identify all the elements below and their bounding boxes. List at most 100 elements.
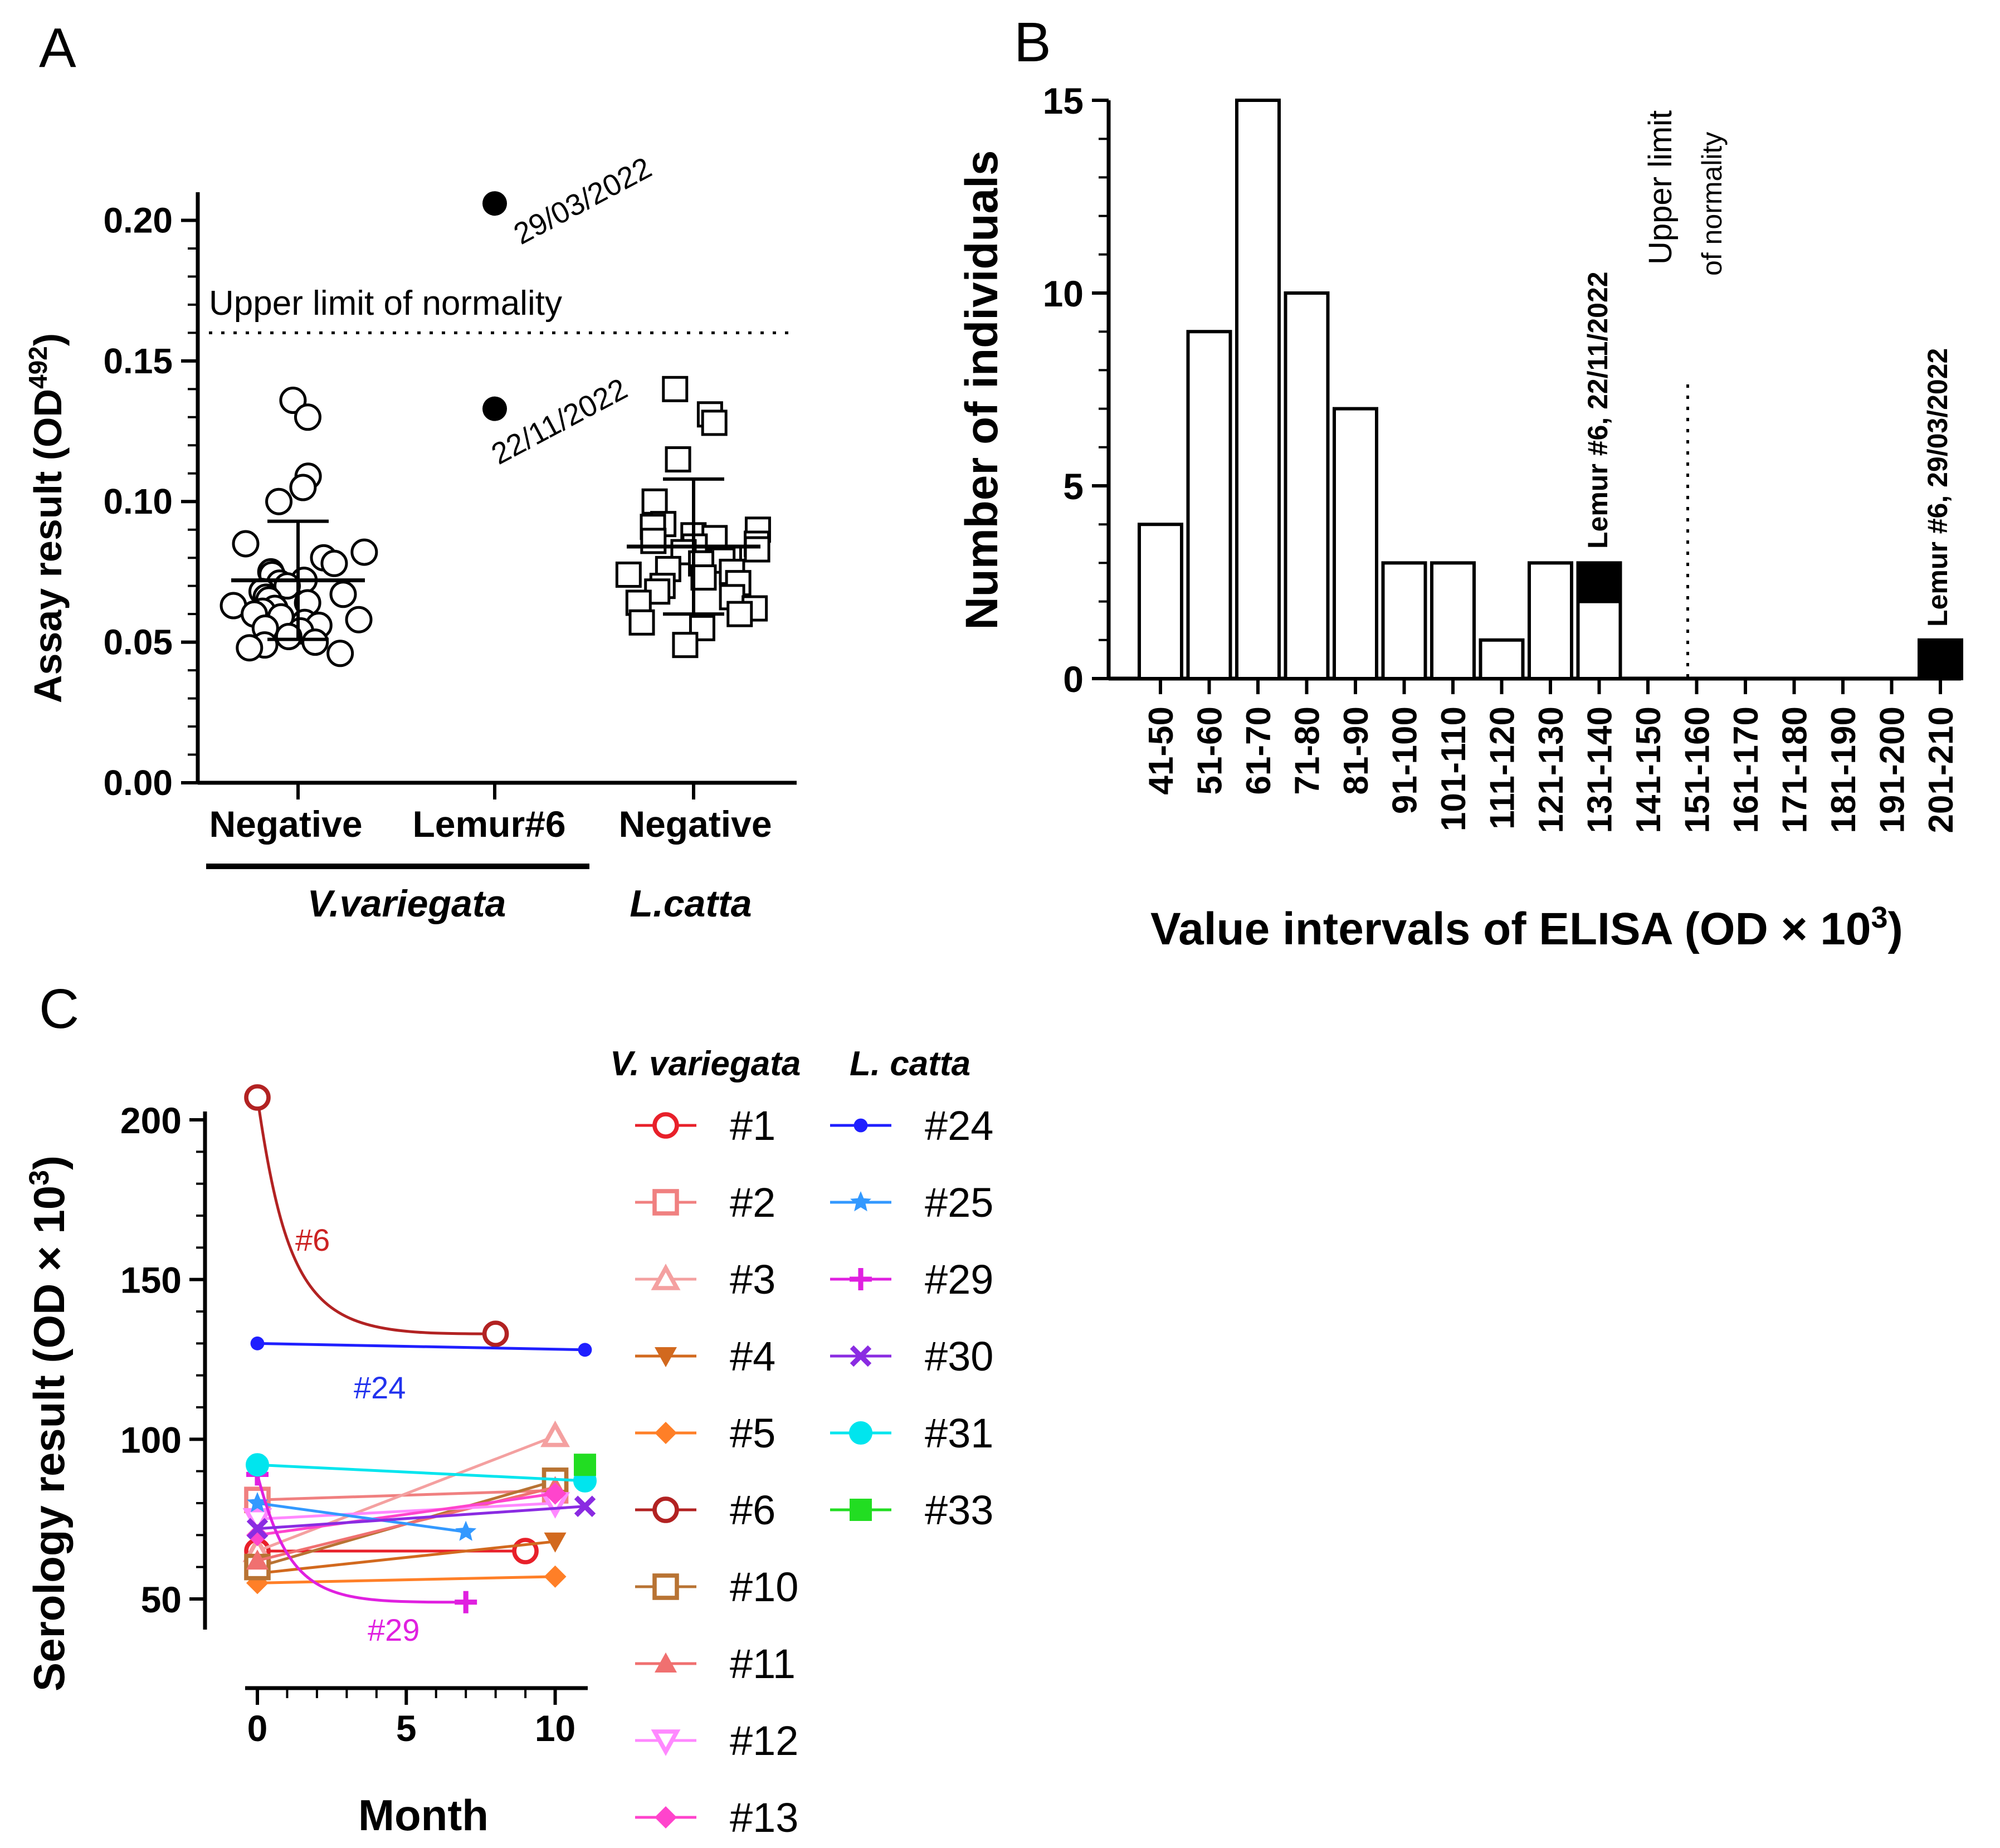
panel-a-ytick-label: 0.00 bbox=[103, 763, 173, 803]
panel-b-bar-negative bbox=[1528, 561, 1573, 681]
panel-c-series-12-line bbox=[257, 1501, 555, 1521]
panel-b-bar-negative bbox=[1138, 523, 1183, 680]
panel-b-yticks: 0 5 10 15 bbox=[1043, 80, 1109, 700]
panel-c-legend-5-marker bbox=[655, 1422, 677, 1444]
panel-a-point-lcatta bbox=[641, 488, 668, 515]
panel-a-point-lcatta bbox=[690, 564, 717, 591]
panel-a-point-lcatta bbox=[615, 561, 642, 588]
panel-c-legend-11-label: #11 bbox=[730, 1641, 796, 1687]
panel-b-annotation-1: Lemur #6, 22/11/2022 bbox=[1582, 271, 1613, 549]
panel-b-xtick-label: 151-160 bbox=[1679, 706, 1717, 833]
panel-b-bars bbox=[1138, 99, 1963, 681]
panel-b-ylabel: Number of individuals bbox=[957, 150, 1007, 630]
panel-b-bar-negative bbox=[1381, 561, 1427, 681]
panel-c-legend-2-marker bbox=[652, 1189, 679, 1216]
panel-c-series-3-marker bbox=[540, 1420, 570, 1447]
panel-a-point-vvariegata bbox=[289, 474, 317, 501]
panel-a-group-2: Lemur#6 bbox=[412, 803, 565, 845]
panel-c-legend-30-marker bbox=[850, 1345, 872, 1367]
panel-c-xticks: 0 5 10 bbox=[247, 1688, 575, 1749]
panel-c-legend-24-label: #24 bbox=[925, 1103, 993, 1149]
panel-c-legend-5-label: #5 bbox=[730, 1410, 775, 1456]
panel-b-xtick-label: 171-180 bbox=[1776, 706, 1814, 833]
panel-b-xtick-label: 61-70 bbox=[1240, 706, 1278, 795]
panel-b-xtick-label: 81-90 bbox=[1337, 706, 1375, 795]
panel-b-bar-negative bbox=[1479, 638, 1525, 681]
panel-a-ytick-label: 0.10 bbox=[103, 481, 173, 521]
panel-a-ytick-label: 0.05 bbox=[103, 622, 173, 662]
panel-a-ytick-label: 0.20 bbox=[103, 200, 173, 240]
panel-c-series-24-marker bbox=[250, 1336, 265, 1350]
panel-b-xtick-label: 51-60 bbox=[1191, 706, 1230, 795]
panel-a-point-vvariegata bbox=[320, 549, 348, 577]
panel-c-series-31-line bbox=[257, 1463, 586, 1483]
panel-b-xtick-label: 161-170 bbox=[1727, 706, 1765, 833]
panel-a-point-lcatta bbox=[701, 409, 728, 436]
panel-c-legend-12-marker bbox=[651, 1729, 681, 1756]
panel-a-point-lemur6 bbox=[482, 191, 507, 216]
panel-c-series-24-marker bbox=[578, 1343, 592, 1357]
panel-c-legend-6-marker bbox=[652, 1496, 679, 1523]
panel-c-series-30-marker-b bbox=[246, 1518, 269, 1540]
panel-c-legend-3-marker bbox=[651, 1264, 681, 1290]
panel-c-legend-33-marker bbox=[850, 1499, 872, 1521]
panel-c-series-11-marker bbox=[246, 1549, 269, 1570]
panel-a-point-lcatta bbox=[640, 528, 667, 554]
panel-c-series-5-marker bbox=[544, 1565, 567, 1588]
panel-a-point-vvariegata bbox=[326, 640, 354, 667]
panel-a-point-lcatta bbox=[665, 446, 691, 473]
panel-c-legend-1-label: #1 bbox=[730, 1103, 775, 1149]
panel-b-bar-negative bbox=[1235, 99, 1281, 680]
panel-c-xtick-label: 10 bbox=[535, 1708, 575, 1749]
panel-c-series-4-line bbox=[257, 1540, 555, 1575]
panel-a-group-3: Negative bbox=[618, 803, 772, 845]
panel-b-xlabel: Value intervals of ELISA (OD × 103) bbox=[1150, 901, 1903, 954]
panel-c-series-2-line bbox=[257, 1489, 555, 1501]
panel-b-bar-negative bbox=[1186, 330, 1232, 680]
panel-c-label-29: #29 bbox=[368, 1612, 419, 1647]
panel-a: A Assay result (OD492) 0.000.050.100.150… bbox=[23, 17, 797, 925]
panel-b-ytick-label: 5 bbox=[1063, 466, 1084, 507]
panel-b-threshold-label-2: of normality bbox=[1696, 132, 1728, 276]
panel-c-axes bbox=[203, 1111, 588, 1690]
panel-a-point-vvariegata bbox=[301, 628, 329, 656]
panel-a-ytick-label: 0.15 bbox=[103, 341, 173, 381]
panel-b-bar-lemur6 bbox=[1576, 561, 1622, 603]
panel-c-xlabel: Month bbox=[358, 1791, 489, 1840]
panel-c: C Serology result (OD × 103) 50100150200… bbox=[23, 978, 993, 1841]
panel-c-series-24-line bbox=[257, 1342, 586, 1352]
panel-c-yticks: 50 100 150 200 bbox=[120, 1100, 205, 1620]
panel-a-axes bbox=[196, 192, 797, 799]
panel-c-legend-29-label: #29 bbox=[925, 1256, 993, 1303]
panel-c-series-6-marker bbox=[244, 1084, 271, 1111]
panel-c-legend-29-marker bbox=[850, 1268, 872, 1290]
panel-c-legend-4-marker bbox=[655, 1347, 677, 1367]
panel-a-point-lcatta bbox=[662, 376, 689, 402]
panel-b-ytick-label: 0 bbox=[1063, 659, 1084, 700]
panel-c-series-25-marker bbox=[455, 1520, 477, 1541]
panel-b-xtick-label: 111-120 bbox=[1484, 706, 1522, 830]
panel-a-point-vvariegata bbox=[329, 581, 357, 608]
panel-a-point-lcatta bbox=[628, 609, 655, 636]
panel-a-date-2: 22/11/2022 bbox=[486, 372, 632, 471]
panel-c-legend-11-marker bbox=[655, 1652, 677, 1673]
panel-c-ytick-label: 150 bbox=[120, 1260, 182, 1301]
panel-b-xtick-label: 91-100 bbox=[1386, 706, 1425, 814]
panel-b-threshold-label-1: Upper limit bbox=[1642, 110, 1679, 265]
panel-c-series-33-marker bbox=[574, 1454, 596, 1476]
panel-a-group-1: Negative bbox=[209, 803, 362, 845]
panel-b-xtick-label: 181-190 bbox=[1825, 706, 1863, 833]
panel-c-series-13-line bbox=[257, 1492, 555, 1537]
panel-a-point-vvariegata bbox=[265, 487, 293, 515]
panel-c-series-29-line bbox=[256, 1474, 466, 1604]
panel-b-xtick-label: 121-130 bbox=[1532, 706, 1570, 833]
panel-c-series-30-marker bbox=[246, 1518, 269, 1540]
panel-b-ytick-label: 10 bbox=[1043, 273, 1084, 314]
panel-b-xtick-label: 131-140 bbox=[1581, 706, 1619, 833]
panel-a-species-1: V.variegata bbox=[308, 882, 506, 925]
panel-c-legend-33-label: #33 bbox=[925, 1487, 993, 1533]
panel-b-annotation-2: Lemur #6, 29/03/2022 bbox=[1922, 348, 1953, 627]
panel-c-ytick-label: 50 bbox=[141, 1579, 182, 1620]
panel-a-yticks: 0.00 0.05 0.10 0.15 0.20 bbox=[103, 200, 198, 803]
